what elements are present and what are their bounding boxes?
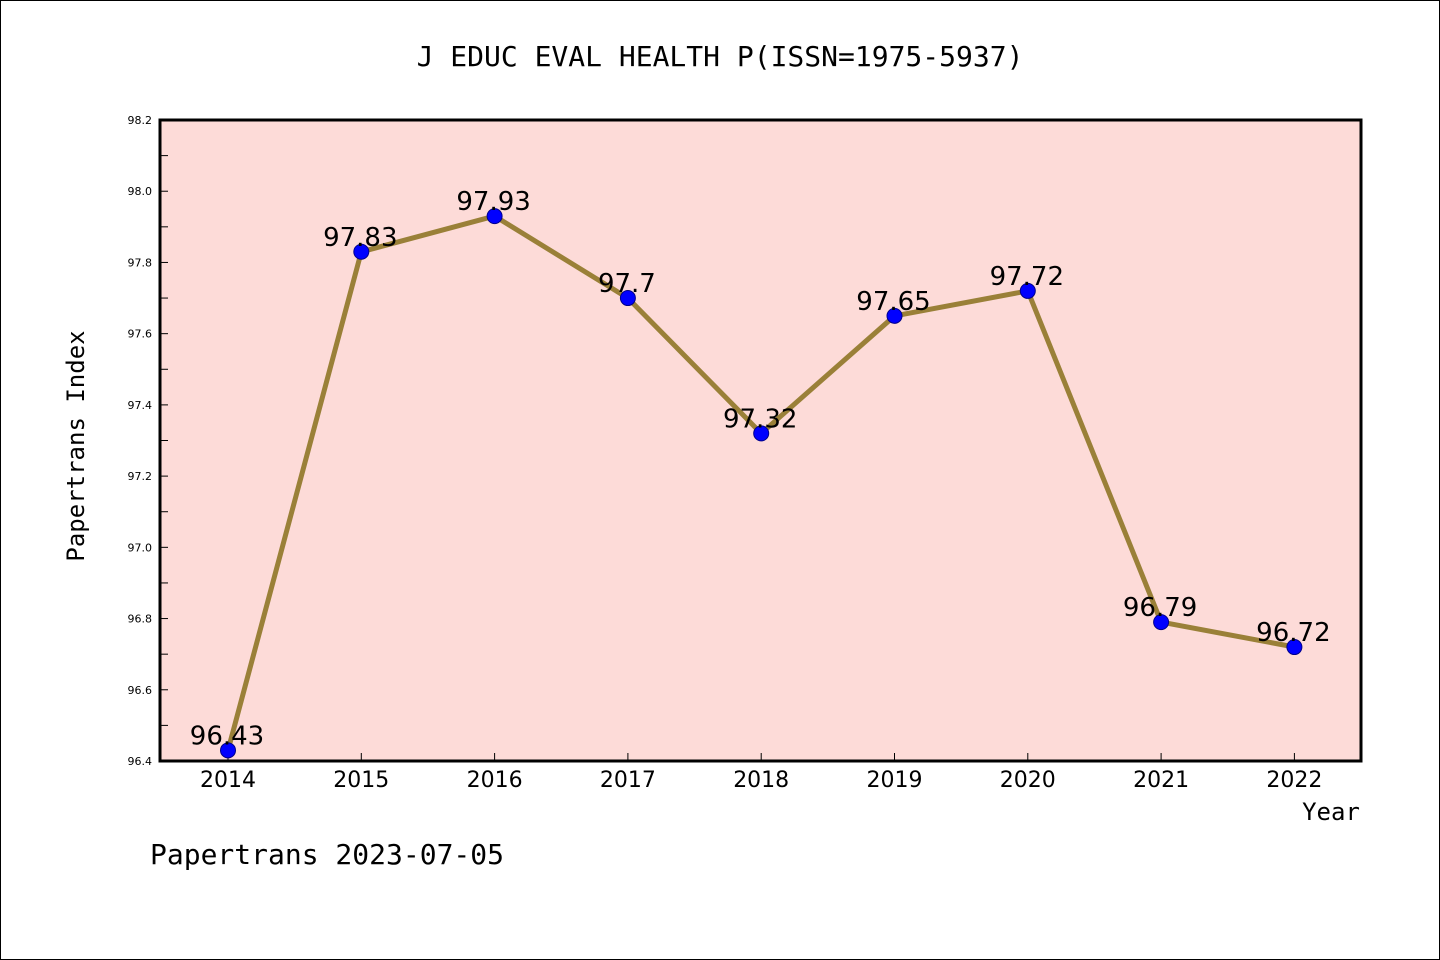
x-tick-label: 2020 [1000, 768, 1056, 793]
x-tick-label: 2021 [1133, 768, 1189, 793]
data-point-marker [886, 307, 903, 324]
y-tick-label: 97.0 [128, 541, 153, 554]
data-point-marker [753, 425, 770, 442]
data-label: 96.72 [1256, 618, 1330, 648]
chart-title: J EDUC EVAL HEALTH P(ISSN=1975-5937) [417, 40, 1024, 73]
data-labels: 96.43 97.83 97.93 97.7 97.32 97.65 97.72 96.79 9… [190, 187, 1331, 751]
data-label: 97.65 [856, 287, 930, 317]
x-tick-label: 2014 [200, 768, 256, 793]
y-tick-label: 98.2 [128, 114, 153, 127]
x-axis-label: Year [1302, 798, 1360, 826]
data-point-marker [1153, 614, 1170, 631]
data-point-marker [220, 742, 236, 759]
data-label: 97.7 [598, 269, 656, 299]
y-tick-label: 97.2 [128, 470, 153, 483]
data-label: 97.83 [323, 223, 397, 253]
data-label: 96.79 [1123, 593, 1197, 623]
x-tick-label: 2015 [333, 768, 389, 793]
data-label: 97.93 [456, 187, 530, 217]
y-tick-label: 97.4 [128, 399, 153, 412]
data-point-marker [486, 208, 503, 225]
x-tick-label: 2017 [600, 768, 656, 793]
y-tick-label: 96.8 [128, 613, 153, 626]
y-axis: 96.4 96.6 96.8 97.0 97.2 97.4 97.6 97.8 98.0 98.2 [128, 114, 168, 768]
data-point-marker [353, 243, 370, 260]
data-label: 97.72 [990, 262, 1064, 292]
x-axis: 2014 2015 2016 2017 2018 2019 2020 2021 2022 [200, 753, 1322, 793]
x-tick-label: 2022 [1266, 768, 1322, 793]
x-tick-label: 2018 [733, 768, 789, 793]
data-label: 96.43 [190, 721, 264, 751]
y-tick-label: 96.4 [128, 755, 153, 768]
footer-text: Papertrans 2023-07-05 [150, 838, 504, 871]
data-point-marker [1019, 282, 1036, 299]
y-tick-label: 97.8 [128, 256, 153, 269]
y-axis-label: Papertrans Index [62, 330, 90, 561]
series-markers [220, 208, 1303, 759]
y-tick-label: 98.0 [128, 185, 153, 198]
data-label: 97.32 [723, 404, 797, 434]
data-point-marker [1286, 639, 1303, 656]
y-tick-label: 97.6 [128, 328, 153, 341]
data-point-marker [619, 290, 636, 307]
x-tick-label: 2019 [867, 768, 923, 793]
x-tick-label: 2016 [467, 768, 523, 793]
y-tick-label: 96.6 [128, 684, 153, 697]
